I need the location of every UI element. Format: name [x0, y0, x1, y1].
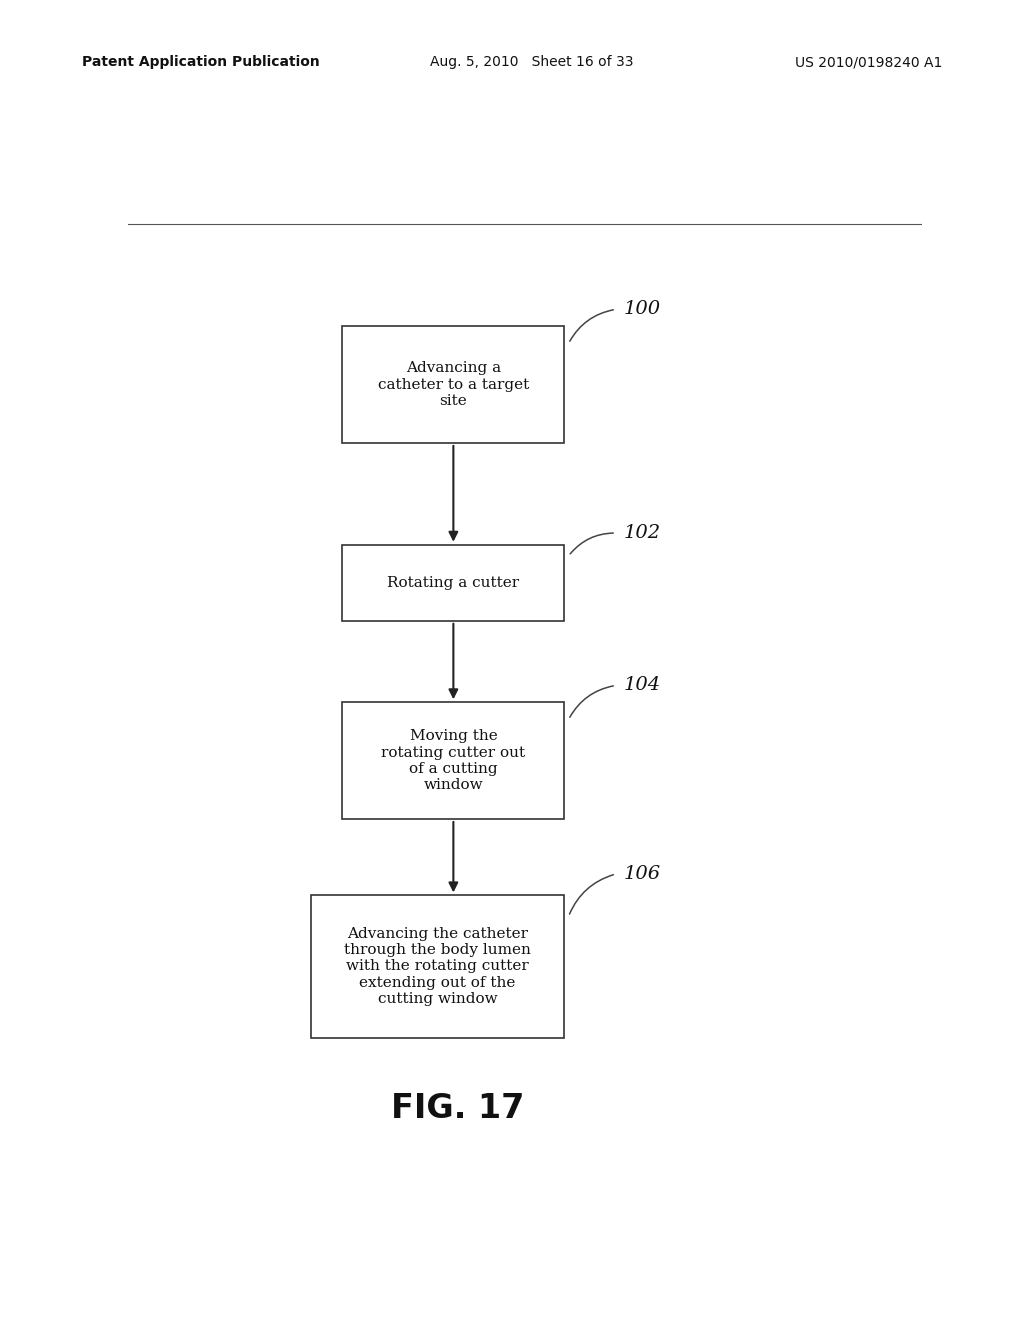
- Text: Moving the
rotating cutter out
of a cutting
window: Moving the rotating cutter out of a cutt…: [381, 730, 525, 792]
- Text: US 2010/0198240 A1: US 2010/0198240 A1: [795, 55, 942, 70]
- Text: 102: 102: [624, 524, 662, 543]
- Bar: [342, 702, 564, 818]
- Text: Aug. 5, 2010   Sheet 16 of 33: Aug. 5, 2010 Sheet 16 of 33: [430, 55, 634, 70]
- Text: 100: 100: [624, 301, 662, 318]
- Bar: [342, 326, 564, 444]
- Text: Advancing the catheter
through the body lumen
with the rotating cutter
extending: Advancing the catheter through the body …: [344, 927, 530, 1006]
- Text: Advancing a
catheter to a target
site: Advancing a catheter to a target site: [378, 362, 529, 408]
- Text: Patent Application Publication: Patent Application Publication: [82, 55, 319, 70]
- Bar: [310, 895, 564, 1038]
- Text: 106: 106: [624, 865, 662, 883]
- Bar: [342, 545, 564, 620]
- Text: FIG. 17: FIG. 17: [391, 1092, 524, 1125]
- Text: Rotating a cutter: Rotating a cutter: [387, 576, 519, 590]
- Text: 104: 104: [624, 676, 662, 694]
